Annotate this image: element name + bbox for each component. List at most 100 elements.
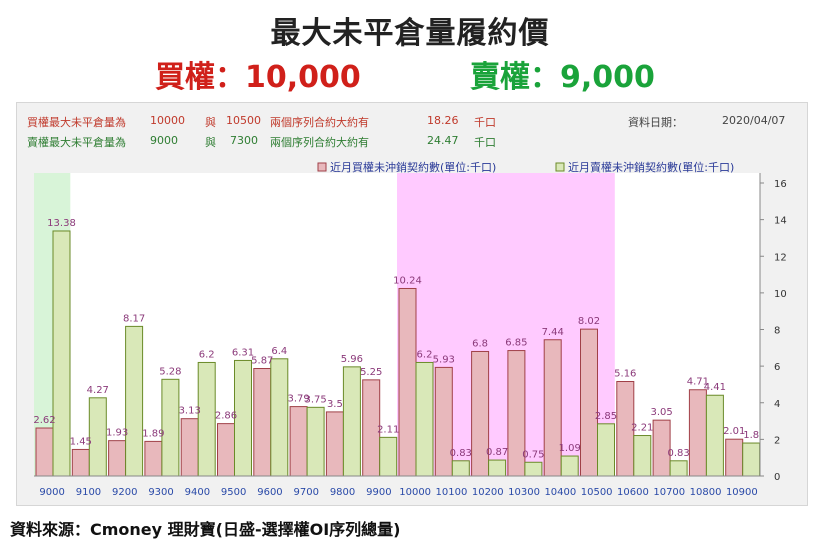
- x-tick-label-9500: 9500: [221, 487, 246, 498]
- put-bar-9700: [306, 406, 325, 477]
- call-bar-10800: [688, 389, 707, 477]
- call-value-label-10100: 5.93: [433, 354, 455, 365]
- call-bar-9100: [71, 448, 90, 477]
- x-tick-label-9800: 9800: [330, 487, 355, 498]
- x-tick-label-10500: 10500: [581, 487, 613, 498]
- put-value-label-9700: 3.75: [304, 394, 326, 405]
- y-tick-label-16: 16: [774, 179, 787, 190]
- put-info-text: 兩個序列合約大約有: [270, 136, 369, 149]
- x-tick-label-10300: 10300: [508, 487, 540, 498]
- x-tick-label-9900: 9900: [366, 487, 391, 498]
- put-value-label-10300: 0.75: [522, 449, 544, 460]
- y-tick-label-12: 12: [774, 252, 787, 263]
- put-bar-10600: [633, 435, 652, 477]
- call-value-label-10700: 3.05: [650, 407, 672, 418]
- legend-label-call: 近月買權未沖銷契約數(單位:千口): [330, 160, 496, 174]
- x-tick-label-9100: 9100: [76, 487, 101, 498]
- put-value-label-10200: 0.87: [486, 447, 508, 458]
- legend-swatch-call: [317, 162, 327, 172]
- call-value-label-10500: 8.02: [578, 316, 600, 327]
- put-value-label-10000: 6.2: [417, 349, 433, 360]
- put-info-connector: 與: [205, 136, 216, 149]
- put-bar-10300: [524, 461, 543, 477]
- call-bar-9800: [325, 411, 344, 477]
- call-info-connector: 與: [205, 116, 216, 129]
- call-bar-10500: [580, 328, 598, 477]
- y-tick-label-10: 10: [774, 289, 787, 300]
- x-tick-label-9400: 9400: [185, 487, 210, 498]
- x-tick-label-10800: 10800: [690, 487, 722, 498]
- put-value-label-9600: 6.4: [271, 346, 287, 357]
- call-bar-9300: [144, 440, 163, 477]
- x-tick-label-9200: 9200: [112, 487, 137, 498]
- call-info-amount: 18.26: [427, 114, 459, 127]
- x-tick-label-10000: 10000: [399, 487, 431, 498]
- call-value-label-9100: 1.45: [70, 436, 92, 447]
- put-bar-9600: [270, 358, 289, 477]
- put-bar-10100: [451, 460, 470, 477]
- x-tick-label-10600: 10600: [617, 487, 649, 498]
- call-value-label-9200: 1.93: [106, 428, 128, 439]
- call-info-strike1: 10000: [150, 114, 185, 127]
- y-tick-label-8: 8: [774, 326, 780, 337]
- y-tick-label-4: 4: [774, 399, 780, 410]
- call-info-prefix: 買權最大未平倉量為: [27, 116, 126, 129]
- date-value: 2020/04/07: [722, 114, 786, 127]
- call-value-label-9300: 1.89: [142, 428, 164, 439]
- y-tick-label-2: 2: [774, 435, 780, 446]
- call-info-strike2: 10500: [226, 114, 261, 127]
- call-value-label-10200: 6.8: [472, 338, 488, 349]
- put-value-label-9300: 5.28: [159, 366, 181, 377]
- call-bar-9400: [180, 418, 199, 477]
- call-bar-9200: [108, 440, 127, 477]
- y-tick-label-14: 14: [774, 216, 787, 227]
- call-value-label-10900: 2.01: [723, 426, 745, 437]
- call-bar-10400: [543, 339, 562, 477]
- put-value-label-10700: 0.83: [667, 448, 689, 459]
- y-tick-label-6: 6: [774, 362, 780, 373]
- call-bar-9700: [289, 406, 308, 477]
- put-bar-9400: [197, 361, 216, 477]
- call-info-unit: 千口: [474, 116, 496, 129]
- put-info-unit: 千口: [474, 136, 496, 149]
- put-value-label-9400: 6.2: [199, 349, 215, 360]
- call-value-label-9000: 2.62: [33, 415, 55, 426]
- put-value-label-10500: 2.85: [595, 411, 617, 422]
- call-value-label-10800: 4.71: [687, 377, 709, 388]
- put-value-label-9500: 6.31: [232, 347, 254, 358]
- x-tick-label-10700: 10700: [653, 487, 685, 498]
- call-value-label-10600: 5.16: [614, 369, 636, 380]
- call-value-label-9500: 2.86: [215, 411, 237, 422]
- date-label: 資料日期：: [628, 116, 683, 129]
- put-value-label-10400: 1.09: [559, 443, 581, 454]
- call-bar-9500: [217, 423, 235, 477]
- x-tick-label-10200: 10200: [472, 487, 504, 498]
- put-value-label-9900: 2.11: [377, 424, 399, 435]
- put-value-label-10900: 1.8: [743, 430, 759, 441]
- call-bar-10900: [725, 438, 744, 477]
- put-info-strike2: 7300: [230, 134, 258, 147]
- call-value-label-10300: 6.85: [505, 338, 527, 349]
- put-bar-10400: [560, 455, 579, 477]
- x-tick-label-9300: 9300: [148, 487, 173, 498]
- x-tick-label-9600: 9600: [257, 487, 282, 498]
- call-value-label-10400: 7.44: [542, 327, 564, 338]
- put-bar-9800: [342, 366, 361, 477]
- put-bar-10700: [669, 460, 688, 477]
- call-value-label-9700: 3.79: [287, 394, 309, 405]
- x-tick-label-10400: 10400: [544, 487, 576, 498]
- put-info-prefix: 賣權最大未平倉量為: [27, 136, 126, 149]
- call-value-label-10000: 10.24: [393, 275, 422, 286]
- call-value-label-9900: 5.25: [360, 367, 382, 378]
- call-value-label-9800: 3.5: [327, 399, 343, 410]
- call-value-label-9400: 3.13: [179, 406, 201, 417]
- put-max-strike: 賣權：9,000: [470, 60, 655, 95]
- put-value-label-9800: 5.96: [341, 354, 363, 365]
- put-value-label-10100: 0.83: [450, 448, 472, 459]
- legend-label-put: 近月賣權未沖銷契約數(單位:千口): [568, 160, 734, 174]
- call-bar-9000: [35, 427, 54, 477]
- put-value-label-10600: 2.21: [631, 423, 653, 434]
- call-info-text: 兩個序列合約大約有: [270, 116, 369, 129]
- page-title: 最大未平倉量履約價: [270, 16, 550, 51]
